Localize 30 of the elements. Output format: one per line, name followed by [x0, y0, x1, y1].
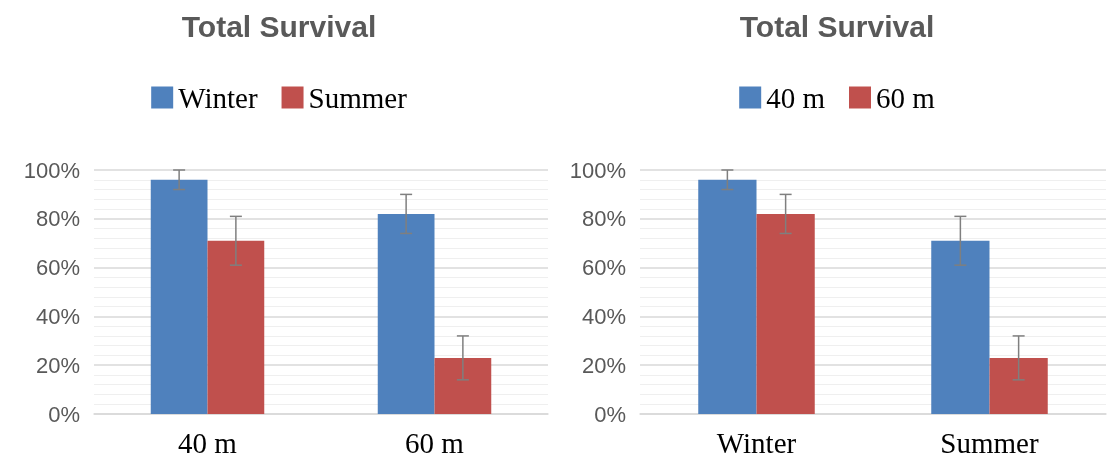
- x-tick-label: Summer: [940, 426, 1039, 459]
- y-tick-label: 20%: [35, 352, 80, 378]
- bar: [698, 179, 757, 414]
- y-tick-label: 80%: [35, 206, 80, 232]
- bar: [931, 240, 990, 414]
- x-tick-label: 40 m: [178, 426, 238, 459]
- legend-label: Summer: [308, 81, 408, 114]
- bar: [377, 213, 435, 414]
- legend-label: Winter: [178, 81, 258, 114]
- y-tick-label: 60%: [35, 255, 80, 281]
- legend-label: 60 m: [876, 81, 936, 114]
- bar: [150, 179, 208, 414]
- bar: [207, 240, 265, 414]
- y-tick-label: 100%: [23, 157, 80, 183]
- chart-title: Total Survival: [181, 9, 377, 43]
- x-tick-label: 60 m: [405, 426, 465, 459]
- y-tick-label: 20%: [581, 352, 626, 378]
- y-tick-label: 80%: [581, 206, 626, 232]
- y-tick-label: 0%: [48, 401, 80, 427]
- legend-label: 40 m: [766, 81, 826, 114]
- bar: [434, 357, 492, 414]
- y-tick-label: 40%: [581, 303, 626, 329]
- y-tick-label: 40%: [35, 303, 80, 329]
- x-tick-label: Winter: [716, 426, 797, 459]
- y-tick-label: 100%: [569, 157, 626, 183]
- bar: [756, 213, 815, 414]
- chart-title: Total Survival: [739, 9, 935, 43]
- y-tick-label: 60%: [581, 255, 626, 281]
- y-tick-label: 0%: [594, 401, 626, 427]
- bar: [989, 357, 1048, 414]
